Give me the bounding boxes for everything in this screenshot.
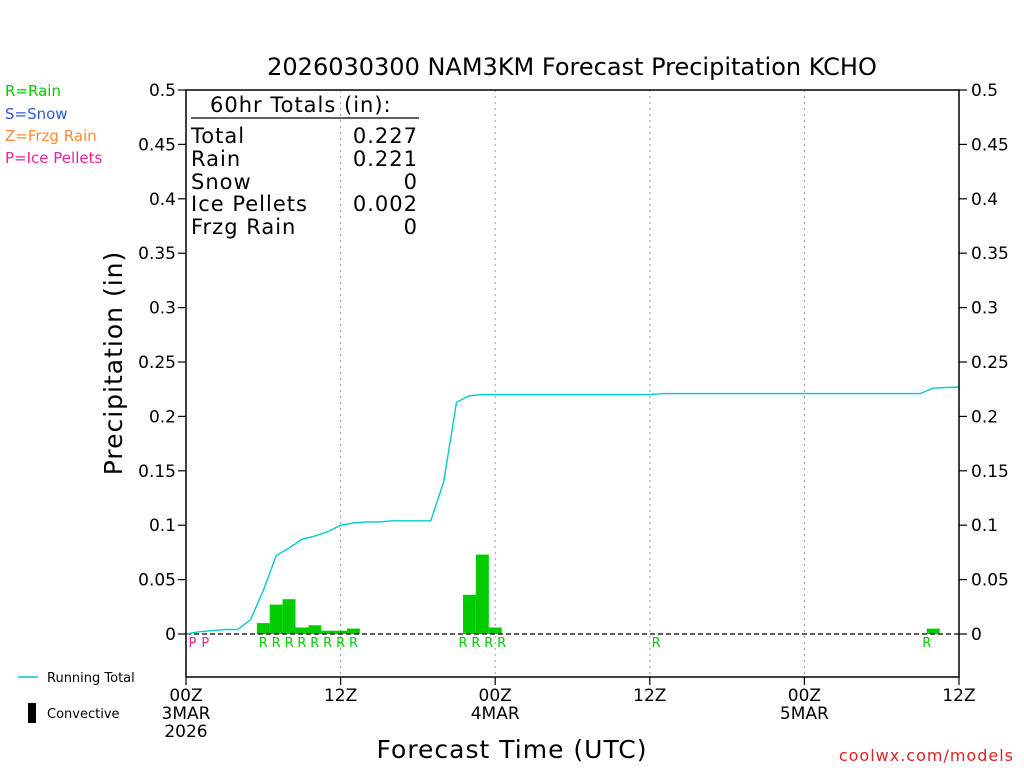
series-legend: Running Total Convective: [18, 671, 135, 723]
precip-bar: [334, 630, 348, 634]
totals-header: 60hr Totals (in):: [210, 93, 392, 117]
y-tick-label-left: 0.5: [149, 81, 176, 101]
y-tick-label-left: 0.25: [138, 353, 176, 373]
precip-type-marker: R: [336, 636, 345, 651]
legend-frzg-rain: Z=Frzg Rain: [5, 127, 97, 145]
totals-box: 60hr Totals (in): Total 0.227 Rain 0.221…: [190, 93, 419, 239]
precip-bar: [926, 628, 940, 634]
x-tick-label: 00Z: [788, 686, 821, 706]
precip-type-marker: R: [349, 636, 358, 651]
y-tick-label-left: 0.35: [138, 244, 176, 264]
y-tick-label-left: 0.2: [149, 407, 176, 427]
totals-ice-pellets-label: Ice Pellets: [191, 192, 308, 216]
x-tick-label: 4MAR: [471, 704, 520, 724]
legend-ice-pellets: P=Ice Pellets: [5, 149, 102, 167]
chart-title: 2026030300 NAM3KM Forecast Precipitation…: [267, 53, 877, 81]
precip-bar: [463, 594, 476, 634]
y-tick-label-left: 0.3: [149, 299, 176, 319]
totals-frzg-rain-value: 0: [404, 215, 418, 239]
totals-total-label: Total: [190, 124, 245, 148]
y-tick-label-left: 0.15: [138, 462, 176, 482]
y-tick-label-left: 0: [165, 625, 176, 645]
y-tick-label-left: 0.4: [149, 190, 176, 210]
legend-rain: R=Rain: [5, 82, 61, 100]
y-tick-label-right: 0.1: [971, 516, 998, 536]
precip-type-marker: P: [201, 636, 209, 651]
totals-total-value: 0.227: [353, 124, 418, 148]
y-axis-ticks: 0 0 0.05 0.05 0.1 0.1 0.15 0.15 0.2 0.2 0.25 0.25 0.…: [138, 81, 1009, 645]
y-tick-label-right: 0.2: [971, 407, 998, 427]
precip-bar: [269, 604, 283, 634]
totals-snow-label: Snow: [191, 170, 252, 194]
precip-type-marker: R: [497, 636, 506, 651]
precip-type-marker: R: [652, 636, 661, 651]
totals-snow-value: 0: [404, 170, 418, 194]
precip-type-marker: R: [285, 636, 294, 651]
credit-text: coolwx.com/models: [839, 746, 1014, 765]
precip-bar: [282, 599, 296, 634]
precip-bar: [295, 627, 309, 634]
convective-legend-label: Convective: [47, 707, 120, 722]
precip-bar: [488, 627, 502, 634]
bars-group: [256, 554, 940, 634]
x-axis-label: Forecast Time (UTC): [377, 735, 648, 764]
precip-bar: [308, 625, 322, 634]
precip-bar: [347, 628, 360, 634]
y-tick-label-right: 0.25: [971, 353, 1009, 373]
y-tick-label-right: 0.05: [971, 571, 1009, 591]
y-tick-label-right: 0: [971, 625, 982, 645]
x-tick-label: 00Z: [169, 686, 202, 706]
running-total-line: [185, 386, 960, 635]
totals-rain-label: Rain: [191, 147, 241, 171]
totals-rain-value: 0.221: [353, 147, 418, 171]
running-total-group: [185, 386, 960, 635]
y-tick-label-left: 0.1: [149, 516, 176, 536]
plot-frame: [185, 89, 960, 678]
y-tick-label-left: 0.45: [138, 135, 176, 155]
precip-type-marker: R: [272, 636, 281, 651]
y-tick-label-right: 0.5: [971, 81, 998, 101]
y-tick-label-right: 0.15: [971, 462, 1009, 482]
precip-type-marker: R: [259, 636, 268, 651]
totals-ice-pellets-value: 0.002: [353, 192, 418, 216]
x-tick-label: 00Z: [479, 686, 512, 706]
y-tick-label-left: 0.05: [138, 571, 176, 591]
x-tick-label: 12Z: [942, 686, 975, 706]
x-tick-label: 5MAR: [780, 704, 829, 724]
legend-snow: S=Snow: [5, 105, 68, 123]
y-tick-label-right: 0.45: [971, 135, 1009, 155]
y-tick-label-right: 0.4: [971, 190, 998, 210]
precip-bar: [256, 623, 270, 634]
precip-type-marker: R: [922, 636, 931, 651]
precip-type-marker: R: [458, 636, 467, 651]
precip-bar: [321, 630, 335, 634]
y-axis-label: Precipitation (in): [99, 251, 128, 476]
x-tick-label: 12Z: [324, 686, 357, 706]
precip-type-marker: P: [188, 636, 196, 651]
precip-type-marker: R: [471, 636, 480, 651]
precip-type-marker: R: [297, 636, 306, 651]
x-tick-label: 3MAR: [162, 704, 211, 724]
y-tick-label-right: 0.35: [971, 244, 1009, 264]
gridlines: [340, 90, 805, 677]
running-total-legend-label: Running Total: [47, 671, 135, 686]
x-tick-label: 12Z: [633, 686, 666, 706]
x-tick-label: 2026: [164, 722, 207, 742]
totals-frzg-rain-label: Frzg Rain: [191, 215, 296, 239]
precip-type-marker: R: [310, 636, 319, 651]
precip-bar: [475, 554, 489, 634]
convective-legend-swatch: [28, 703, 36, 723]
type-legend: R=Rain S=Snow Z=Frzg Rain P=Ice Pellets: [5, 82, 102, 167]
y-tick-label-right: 0.3: [971, 299, 998, 319]
precip-type-marker: R: [323, 636, 332, 651]
precip-type-marker: R: [484, 636, 493, 651]
